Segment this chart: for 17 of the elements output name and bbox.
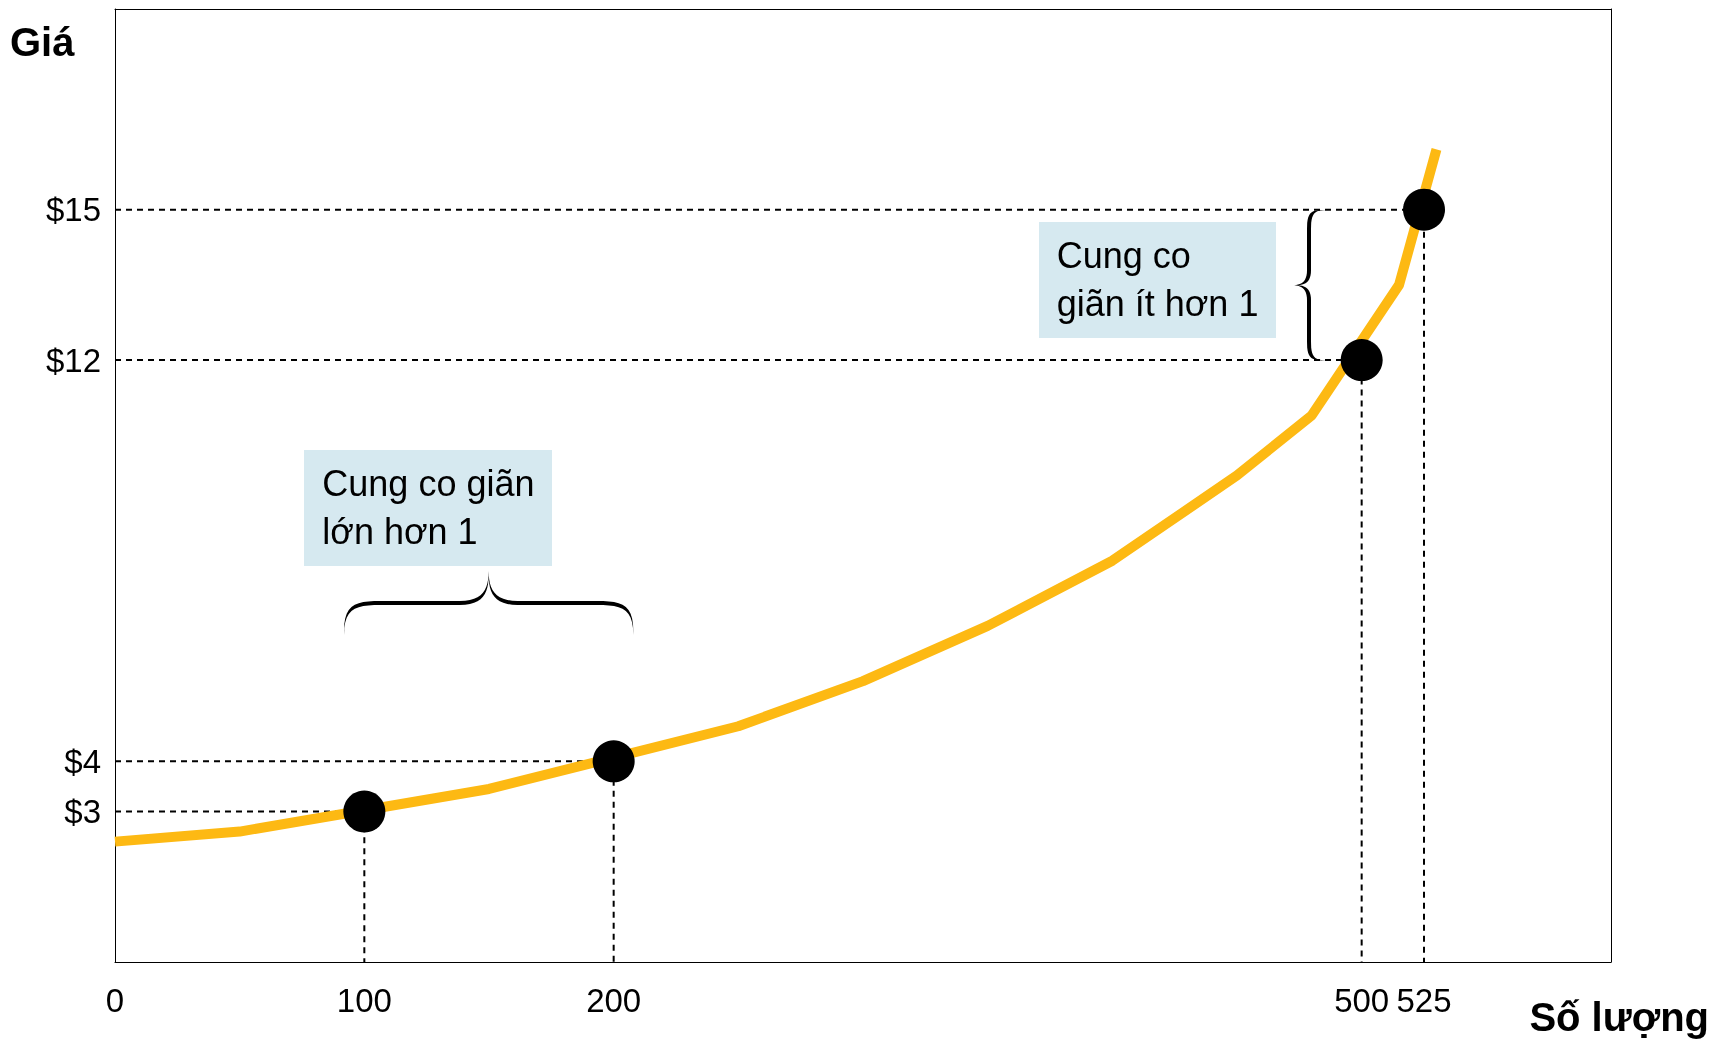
x-tick-label: 0 xyxy=(105,982,125,1019)
x-tick-label: 100 xyxy=(336,982,392,1019)
annotation: Cung co giãn lớn hơn 1 xyxy=(304,450,553,567)
x-tick-label: 500 xyxy=(1334,982,1390,1019)
x-tick-label: 200 xyxy=(586,982,642,1019)
point xyxy=(592,740,635,783)
point xyxy=(1403,188,1445,231)
x-axis-title: Số lượng xyxy=(1529,995,1709,1040)
x-tick-label: 525 xyxy=(1396,982,1452,1019)
point xyxy=(343,790,386,833)
y-axis-title: Giá xyxy=(10,20,75,65)
y-tick-label: $4 xyxy=(64,742,101,780)
y-tick-label: $3 xyxy=(64,793,101,831)
point xyxy=(1340,339,1383,382)
y-tick-label: $15 xyxy=(45,191,101,229)
y-tick-label: $12 xyxy=(45,341,101,379)
annotation: Cung co giãn ít hơn 1 xyxy=(1038,221,1277,338)
